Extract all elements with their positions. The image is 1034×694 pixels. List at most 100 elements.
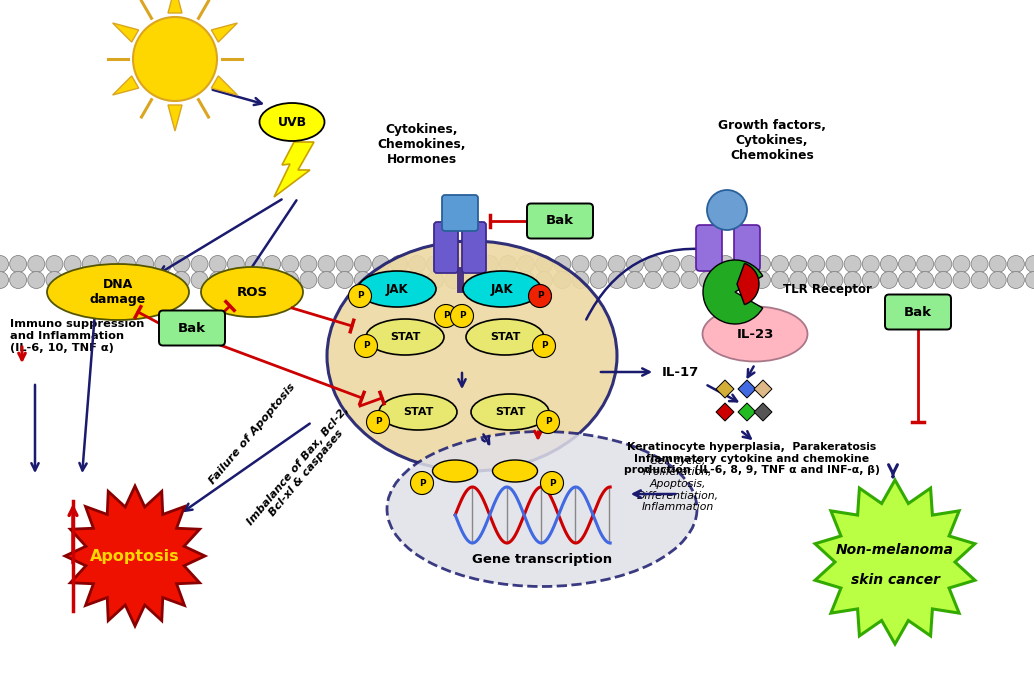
Circle shape	[536, 271, 553, 289]
Circle shape	[554, 255, 571, 273]
Circle shape	[481, 255, 498, 273]
Circle shape	[410, 471, 433, 495]
Circle shape	[754, 255, 770, 273]
Circle shape	[318, 255, 335, 273]
Circle shape	[445, 271, 462, 289]
Text: Keratinocyte hyperplasia,  Parakeratosis
Inflammatory cytokine and chemokine
pro: Keratinocyte hyperplasia, Parakeratosis …	[625, 442, 880, 475]
Circle shape	[227, 255, 244, 273]
Circle shape	[318, 271, 335, 289]
Circle shape	[880, 271, 898, 289]
Circle shape	[434, 305, 457, 328]
Polygon shape	[815, 480, 975, 644]
Circle shape	[209, 255, 226, 273]
Text: Growth factors,
Cytokines,
Chemokines: Growth factors, Cytokines, Chemokines	[718, 119, 826, 162]
Text: STAT: STAT	[490, 332, 520, 342]
Circle shape	[590, 271, 607, 289]
Circle shape	[935, 271, 952, 289]
Circle shape	[355, 335, 377, 357]
Circle shape	[754, 271, 770, 289]
Circle shape	[735, 255, 753, 273]
Text: P: P	[374, 418, 382, 427]
Circle shape	[718, 255, 734, 273]
Text: Cytokines,
Chemokines,
Hormones: Cytokines, Chemokines, Hormones	[377, 123, 466, 166]
Text: Apoptosis: Apoptosis	[90, 548, 180, 564]
Text: ROS: ROS	[237, 285, 268, 298]
Circle shape	[300, 255, 316, 273]
Ellipse shape	[47, 264, 189, 320]
Circle shape	[209, 271, 226, 289]
Circle shape	[608, 271, 626, 289]
Circle shape	[499, 255, 516, 273]
Circle shape	[264, 271, 280, 289]
Polygon shape	[65, 486, 205, 626]
Ellipse shape	[466, 319, 544, 355]
Circle shape	[227, 271, 244, 289]
Circle shape	[971, 255, 989, 273]
Circle shape	[627, 271, 643, 289]
Circle shape	[408, 271, 426, 289]
Circle shape	[608, 255, 626, 273]
Circle shape	[100, 271, 117, 289]
FancyBboxPatch shape	[159, 310, 225, 346]
Text: P: P	[419, 478, 425, 487]
Text: Bak: Bak	[178, 321, 206, 335]
Circle shape	[155, 271, 172, 289]
Circle shape	[119, 255, 135, 273]
Circle shape	[463, 271, 480, 289]
FancyBboxPatch shape	[442, 195, 478, 231]
Circle shape	[391, 255, 407, 273]
Text: Bak: Bak	[904, 305, 932, 319]
Text: P: P	[363, 341, 369, 350]
Circle shape	[1007, 255, 1025, 273]
Text: STAT: STAT	[403, 407, 433, 417]
Circle shape	[953, 271, 970, 289]
Text: P: P	[443, 312, 450, 321]
Text: DNA
damage: DNA damage	[90, 278, 146, 306]
Circle shape	[281, 271, 299, 289]
Circle shape	[245, 255, 263, 273]
Text: P: P	[537, 291, 543, 301]
Ellipse shape	[432, 460, 478, 482]
Circle shape	[45, 271, 63, 289]
Circle shape	[155, 255, 172, 273]
Circle shape	[133, 17, 217, 101]
Circle shape	[644, 255, 662, 273]
Circle shape	[264, 255, 280, 273]
Polygon shape	[716, 380, 734, 398]
Polygon shape	[168, 0, 182, 13]
Circle shape	[136, 271, 154, 289]
Text: P: P	[541, 341, 547, 350]
Text: JAK: JAK	[386, 282, 408, 296]
FancyBboxPatch shape	[734, 225, 760, 271]
Circle shape	[9, 271, 27, 289]
Circle shape	[427, 255, 444, 273]
Circle shape	[372, 271, 390, 289]
Circle shape	[499, 271, 516, 289]
Circle shape	[336, 271, 354, 289]
Circle shape	[808, 255, 825, 273]
Circle shape	[355, 255, 371, 273]
FancyBboxPatch shape	[462, 222, 486, 273]
Circle shape	[533, 335, 555, 357]
Circle shape	[64, 271, 81, 289]
Polygon shape	[754, 380, 772, 398]
Ellipse shape	[492, 460, 538, 482]
Polygon shape	[738, 380, 756, 398]
Circle shape	[826, 271, 843, 289]
Circle shape	[463, 255, 480, 273]
Circle shape	[136, 255, 154, 273]
Ellipse shape	[358, 271, 436, 307]
Circle shape	[445, 255, 462, 273]
Circle shape	[9, 255, 27, 273]
Circle shape	[451, 305, 474, 328]
Circle shape	[862, 255, 879, 273]
Circle shape	[100, 255, 117, 273]
Circle shape	[537, 410, 559, 434]
Polygon shape	[113, 23, 139, 42]
Circle shape	[28, 255, 44, 273]
Circle shape	[844, 255, 861, 273]
Circle shape	[808, 271, 825, 289]
Text: TLR Receptor: TLR Receptor	[783, 282, 872, 296]
Ellipse shape	[327, 241, 617, 471]
Text: Non-melanoma: Non-melanoma	[837, 543, 954, 557]
